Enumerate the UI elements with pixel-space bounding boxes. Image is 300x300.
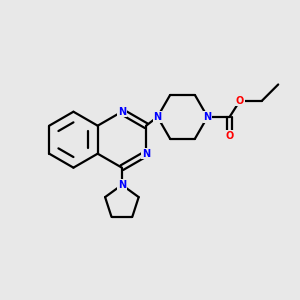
Text: N: N bbox=[118, 107, 126, 117]
Text: N: N bbox=[142, 149, 150, 159]
Text: O: O bbox=[236, 96, 244, 106]
Text: N: N bbox=[153, 112, 162, 122]
Text: N: N bbox=[203, 112, 211, 122]
Text: N: N bbox=[118, 180, 126, 190]
Text: O: O bbox=[226, 131, 234, 141]
